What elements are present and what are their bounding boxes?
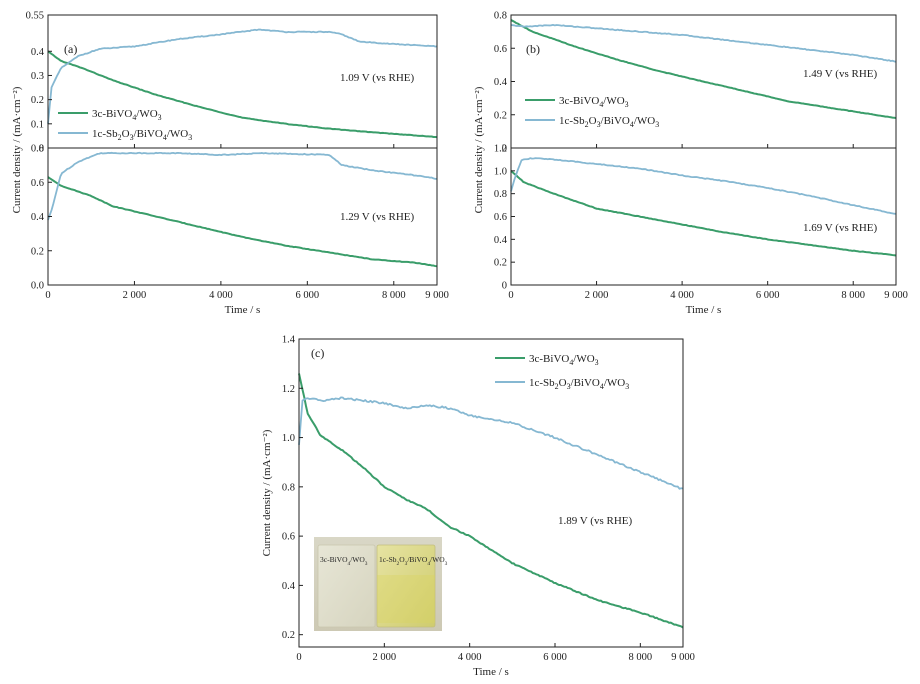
- a-top-ytick-label: 0.2: [31, 95, 44, 106]
- b-bottom-series-1-line: [510, 157, 897, 215]
- a-bottom-xtick-label: 4 000: [209, 290, 233, 301]
- y-axis-label-a: Current density / (mA·cm⁻²): [11, 86, 23, 213]
- a-top-annotation: 1.09 V (vs RHE): [340, 72, 414, 84]
- b-top-ytick-label: 0: [502, 144, 507, 155]
- a-top-ytick-label: 0.1: [31, 119, 44, 130]
- b-top-ytick-label: 0.6: [494, 44, 507, 55]
- b-top-ytick-label: 0.4: [494, 77, 508, 88]
- b-bottom-xtick-label: 0: [508, 290, 513, 301]
- subplot-a-top: 0 0.1 0.2 0.3 0.4 0.55 1.09 V (vs RHE) 3c-BiVO4…: [26, 11, 438, 155]
- c-ytick-label: 0.4: [282, 581, 296, 592]
- a-top-ytick-label: 0.4: [31, 47, 45, 58]
- a-top-series-0-line: [47, 50, 438, 139]
- b-bottom-xtick-label: 8 000: [841, 290, 865, 301]
- a-bottom-ytick-label: 0.8: [31, 144, 44, 155]
- a-bottom-xtick-label: 8 000: [382, 290, 406, 301]
- b-bottom-xtick-label: 4 000: [670, 290, 694, 301]
- c-ytick-label: 1.0: [282, 433, 295, 444]
- a-bottom-ytick-label: 0.4: [31, 212, 45, 223]
- b-bottom-frame: [510, 147, 897, 286]
- photo-sample-right: [376, 544, 436, 628]
- x-axis-label-b: Time / s: [686, 304, 722, 316]
- photo-label-left: 3c-BiVO4/WO3: [320, 555, 368, 567]
- c-xtick-label: 0: [296, 652, 301, 663]
- photo-label-right: 1c-Sb2O3/BiVO4/WO3: [379, 555, 448, 567]
- a-bottom-annotation: 1.29 V (vs RHE): [340, 211, 414, 223]
- b-bottom-ytick-label: 1.0: [494, 166, 507, 177]
- chart-panel-c: 3c-BiVO4/WO3 1c-Sb2O3/BiVO4/WO3 0.2 0.4 0.6 0…: [261, 335, 695, 679]
- b-bottom-ytick-label: 0.6: [494, 212, 507, 223]
- photo-sample-left: [317, 544, 376, 628]
- b-bottom-xtick-label: 2 000: [585, 290, 609, 301]
- b-top-annotation: 1.49 V (vs RHE): [803, 68, 877, 80]
- a-bottom-xtick-label: 6 000: [296, 290, 320, 301]
- a-top-series-1-line: [47, 28, 438, 124]
- b-bottom-ytick-label: 0.2: [494, 258, 507, 269]
- subplot-a-bottom: 0.00.20.40.60.80 2 000 4 000 6 000 8 000 9 00…: [31, 144, 449, 302]
- a-top-ytick-label: 0: [39, 144, 44, 155]
- c-xtick-label: 6 000: [543, 652, 567, 663]
- chart-panel-b: 0 0.2 0.4 0.6 0.8 1.49 V (vs RHE) 3c-BiVO4/WO3…: [473, 11, 908, 317]
- b-bottom-series-0-line: [510, 170, 897, 257]
- c-series-0-line: [298, 373, 684, 629]
- b-bottom-ytick-label: 0.4: [494, 235, 508, 246]
- x-axis-label-a: Time / s: [225, 304, 261, 316]
- c-xtick-label: 9 000: [671, 652, 695, 663]
- photo-film-right: [377, 575, 435, 623]
- c-ytick-label: 0.2: [282, 630, 295, 641]
- b-top-series-1-line: [510, 23, 897, 63]
- a-bottom-ytick-label: 0.0: [31, 281, 44, 292]
- a-bottom-ytick-label: 0.2: [31, 246, 44, 257]
- b-top-series-0-line: [510, 19, 897, 120]
- a-top-ytick-label: 0.55: [26, 11, 44, 22]
- a-bottom-xtick-label: 2 000: [123, 290, 147, 301]
- a-bottom-series-0-line: [47, 176, 438, 268]
- subplot-b-bottom: 00.20.40.60.81.01.20 2 000 4 000 6 000 8 000…: [494, 144, 908, 302]
- inset-photo: 3c-BiVO4/WO3 1c-Sb2O3/BiVO4/WO3: [314, 537, 448, 631]
- b-bottom-xtick-label: 9 000: [884, 290, 908, 301]
- c-ytick-label: 0.6: [282, 532, 295, 543]
- b-bottom-xtick-label: 6 000: [756, 290, 780, 301]
- b-legend-label-1: 1c-Sb2O3/BiVO4/WO3: [559, 115, 659, 129]
- a-bottom-xtick-label: 9 000: [425, 290, 449, 301]
- y-axis-label-b: Current density / (mA·cm⁻²): [473, 86, 485, 213]
- b-bottom-annotation: 1.69 V (vs RHE): [803, 222, 877, 234]
- c-xtick-label: 8 000: [629, 652, 653, 663]
- c-ytick-label: 1.2: [282, 384, 295, 395]
- c-ytick-label: 1.4: [282, 335, 296, 346]
- a-bottom-ytick-label: 0.6: [31, 178, 44, 189]
- c-annotation: 1.89 V (vs RHE): [558, 515, 632, 527]
- b-bottom-ytick-label: 1.2: [494, 144, 507, 155]
- c-legend-label-0: 3c-BiVO4/WO3: [529, 353, 599, 367]
- panel-label-b: (b): [526, 42, 540, 56]
- x-axis-label-c: Time / s: [473, 666, 509, 678]
- c-legend-label-1: 1c-Sb2O3/BiVO4/WO3: [529, 377, 629, 391]
- y-axis-label-c: Current density / (mA·cm⁻²): [261, 429, 273, 556]
- c-xtick-label: 2 000: [373, 652, 397, 663]
- panel-label-a: (a): [64, 42, 77, 56]
- chart-panel-a: 0 0.1 0.2 0.3 0.4 0.55 1.09 V (vs RHE) 3c-BiVO4…: [11, 11, 449, 317]
- c-series-1-line: [298, 396, 684, 490]
- a-bottom-xtick-label: 0: [45, 290, 50, 301]
- panel-label-c: (c): [311, 346, 324, 360]
- b-bottom-ytick-label: 0.8: [494, 189, 507, 200]
- a-legend-label-0: 3c-BiVO4/WO3: [92, 108, 162, 122]
- subplot-b-top: 0 0.2 0.4 0.6 0.8 1.49 V (vs RHE) 3c-BiVO4/WO3…: [494, 11, 897, 155]
- b-legend-label-0: 3c-BiVO4/WO3: [559, 95, 629, 109]
- a-bottom-series-1-line: [47, 151, 438, 221]
- a-top-ytick-label: 0.3: [31, 71, 44, 82]
- c-ytick-label: 0.8: [282, 482, 295, 493]
- b-bottom-ytick-label: 0: [502, 281, 507, 292]
- b-top-ytick-label: 0.8: [494, 11, 507, 22]
- b-top-ytick-label: 0.2: [494, 110, 507, 121]
- c-frame: [298, 338, 684, 648]
- c-xtick-label: 4 000: [458, 652, 482, 663]
- a-legend-label-1: 1c-Sb2O3/BiVO4/WO3: [92, 128, 192, 142]
